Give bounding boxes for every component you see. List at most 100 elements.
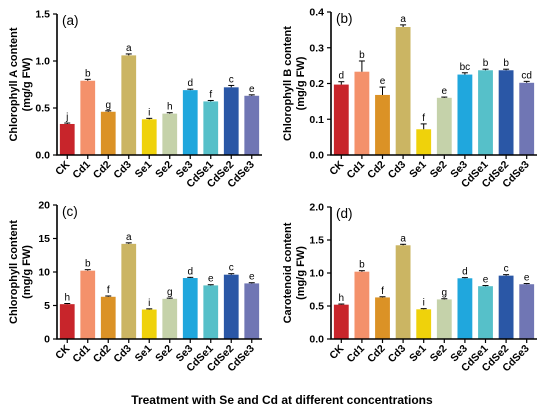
panel-label: (a)	[62, 13, 79, 28]
bar-cd2	[375, 94, 390, 155]
ytick-label: 1.0	[35, 56, 50, 68]
xtick-label: Cd3	[386, 343, 409, 366]
significance-letter: f	[209, 89, 212, 100]
significance-letter: c	[229, 263, 234, 274]
bar-se1	[416, 129, 432, 155]
xtick-label: Se2	[153, 159, 175, 181]
chart-panel-4: 0.00.51.01.52.0hCKbCd1fCd2aCd3iSe1gSe2dS…	[282, 202, 537, 374]
y-axis-label-line: Carotenoid content	[282, 222, 294, 323]
xtick-label: Se1	[133, 343, 155, 365]
bar-cd3	[121, 55, 137, 155]
xtick-label: Cd3	[386, 159, 409, 182]
axes	[56, 14, 262, 156]
bar-ck	[59, 304, 75, 339]
y-axis-label-line: (mg/g FW)	[295, 246, 307, 300]
ytick-label: 10	[38, 267, 50, 279]
y-axis-label-line: Chlorophyll B content	[282, 26, 294, 141]
significance-letter: e	[249, 272, 255, 283]
significance-letter: e	[249, 84, 255, 95]
bar-se2	[162, 298, 178, 339]
significance-letter: i	[423, 298, 425, 309]
bar-cd2	[100, 296, 116, 339]
significance-letter: d	[462, 267, 468, 278]
y-axis-label-line: Chlorophyll A content	[8, 27, 20, 141]
bar-se2	[436, 97, 452, 155]
significance-letter: j	[65, 112, 68, 123]
significance-letter: e	[483, 275, 489, 286]
significance-letter: d	[187, 266, 193, 277]
significance-letter: b	[85, 259, 91, 270]
y-axis-label: Carotenoid content(mg/g FW)	[282, 222, 307, 323]
significance-letter: bc	[460, 62, 471, 73]
chart-panel-3: 05101520hCKbCd1fCd2aCd3iSe1gSe2dSe3eCdSe…	[8, 200, 262, 374]
xtick-label: Se1	[407, 159, 429, 181]
bar-cdse2	[498, 275, 514, 339]
xtick-label: Se1	[407, 343, 429, 365]
ytick-label: 20	[38, 200, 50, 212]
ytick-label: 1.0	[309, 268, 324, 280]
bar-se3	[182, 90, 198, 155]
chart-panel-2: 0.00.10.20.30.4dCKbCd1eCd2aCd3fSe1eSe2bc…	[282, 7, 537, 190]
bar-cd1	[354, 71, 370, 155]
significance-letter: b	[359, 260, 365, 271]
ytick-label: 0.3	[309, 42, 324, 54]
ytick-label: 0.5	[309, 301, 324, 313]
significance-letter: a	[400, 233, 406, 244]
significance-letter: b	[483, 58, 489, 69]
bar-cd1	[80, 270, 96, 339]
xtick-label: Se2	[153, 343, 175, 365]
significance-letter: a	[126, 232, 132, 243]
xtick-label: Se2	[428, 159, 450, 181]
axes	[330, 207, 537, 340]
bar-cdse2	[498, 70, 514, 155]
bar-se1	[416, 309, 432, 339]
ytick-label: 1.5	[309, 235, 324, 247]
axes	[56, 205, 262, 340]
significance-letter: h	[339, 293, 345, 304]
bar-cdse2	[223, 274, 239, 339]
bar-se2	[436, 299, 452, 339]
significance-letter: d	[187, 78, 193, 89]
bar-cd1	[80, 80, 96, 155]
figure-xlabel: Treatment with Se and Cd at different co…	[131, 393, 433, 407]
significance-letter: i	[148, 298, 150, 309]
bar-cdse2	[223, 87, 239, 155]
panel-label: (d)	[336, 206, 353, 221]
significance-letter: e	[524, 273, 530, 284]
ytick-label: 0	[44, 334, 50, 346]
significance-letter: d	[339, 71, 345, 82]
xtick-label: Cd2	[91, 343, 114, 366]
significance-letter: i	[148, 107, 150, 118]
significance-letter: a	[400, 14, 406, 25]
bar-se1	[141, 309, 157, 339]
xtick-label: CK	[53, 158, 73, 178]
bar-cd3	[395, 27, 411, 155]
panels: 0.00.51.01.5jCKbCd1gCd2aCd3iSe1hSe2dSe3f…	[8, 7, 537, 374]
significance-letter: h	[167, 102, 173, 113]
chart-panel-1: 0.00.51.01.5jCKbCd1gCd2aCd3iSe1hSe2dSe3f…	[8, 9, 262, 190]
xtick-label: Cd1	[345, 343, 368, 366]
bar-se3	[182, 278, 198, 339]
y-axis-label-line: (mg/g FW)	[21, 57, 33, 111]
panel-label: (b)	[336, 11, 353, 26]
ytick-label: 0.2	[309, 78, 324, 90]
bar-cdse3	[519, 82, 535, 155]
panel-label: (c)	[62, 204, 78, 219]
y-axis-label: Chlorophyll content(mg/g FW)	[8, 220, 33, 324]
xtick-label: Cd2	[365, 343, 388, 366]
significance-letter: b	[359, 50, 365, 61]
bar-cd3	[395, 245, 411, 339]
significance-letter: c	[229, 74, 234, 85]
ytick-label: 0.1	[309, 114, 324, 126]
bar-se3	[457, 74, 473, 155]
bar-se1	[141, 119, 157, 155]
bar-cd2	[100, 111, 116, 155]
xtick-label: Cd2	[91, 159, 114, 182]
bar-se2	[162, 113, 178, 155]
significance-letter: f	[107, 285, 110, 296]
xtick-label: Cd1	[70, 159, 93, 182]
bar-cdse1	[478, 286, 493, 339]
ytick-label: 0.0	[35, 150, 50, 162]
xtick-label: Cd1	[70, 343, 93, 366]
